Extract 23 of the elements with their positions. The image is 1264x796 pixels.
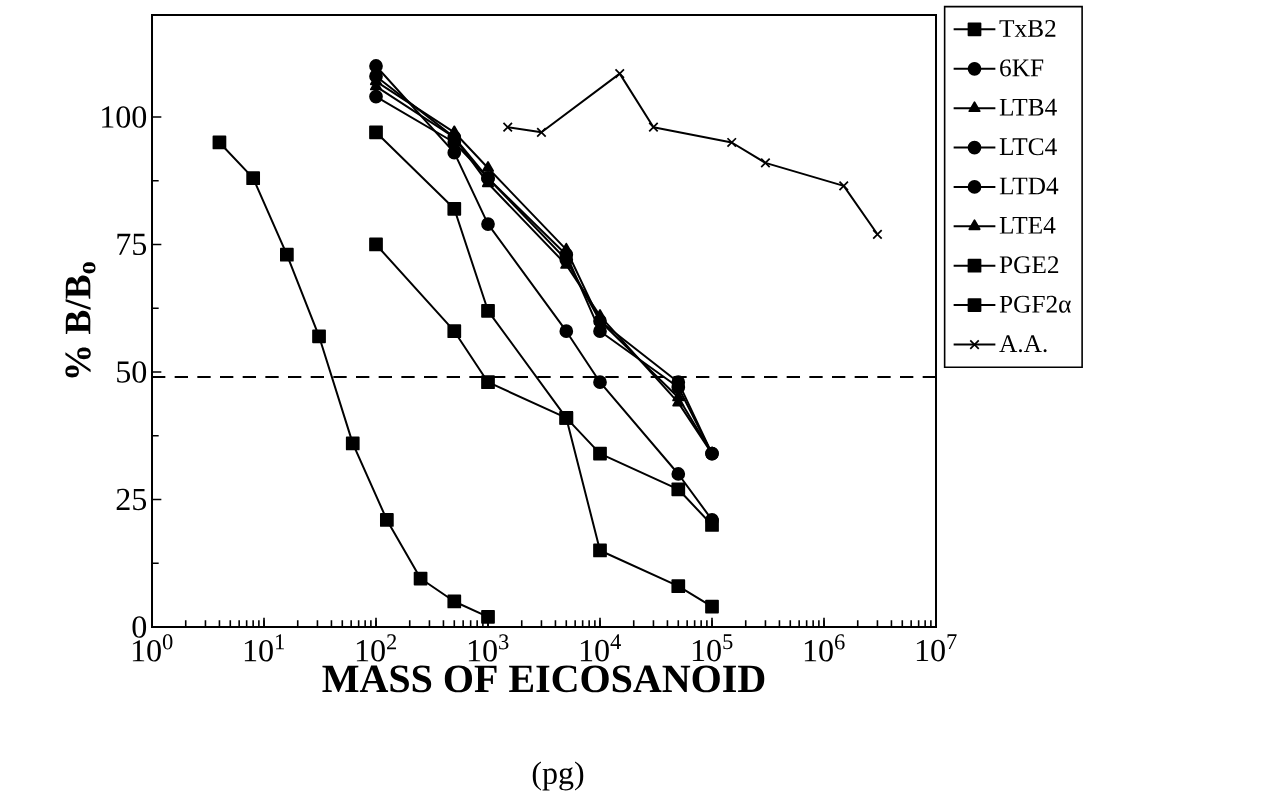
- legend-label: 6KF: [1000, 59, 1044, 77]
- x-tick-label: 10$^{1}$: [244, 634, 284, 662]
- legend-label: PGF2α: [999, 295, 1071, 313]
- y-tick-label: 50: [117, 361, 147, 383]
- legend-label: LTE4: [999, 216, 1056, 234]
- x-tick-label: 10$^{7}$: [916, 634, 957, 662]
- y-tick-label: 75: [117, 233, 147, 256]
- legend-label: PGE2: [999, 256, 1059, 274]
- y-tick-label: 25: [116, 488, 147, 511]
- x-tick-label: 10$^{4}$: [580, 634, 621, 662]
- y-axis-title: % B/B$_{o}$: [65, 262, 96, 378]
- legend-label: TxB2: [999, 19, 1056, 37]
- text: (pg): [532, 761, 584, 791]
- x-tick-label: 10$^{6}$: [804, 634, 845, 662]
- x-axis-title: MASS OF EICOSANOID: [322, 665, 765, 693]
- legend-label: LTC4: [999, 138, 1057, 156]
- x-tick-label: 10$^{2}$: [356, 634, 397, 662]
- legend-label: LTB4: [999, 98, 1057, 116]
- x-tick-label: 10$^{5}$: [692, 634, 733, 662]
- x-tick-label: 10$^{3}$: [468, 634, 509, 662]
- y-tick-label: 100: [102, 106, 147, 128]
- legend-label: A.A.: [999, 335, 1047, 353]
- legend-label: LTD4: [999, 177, 1059, 195]
